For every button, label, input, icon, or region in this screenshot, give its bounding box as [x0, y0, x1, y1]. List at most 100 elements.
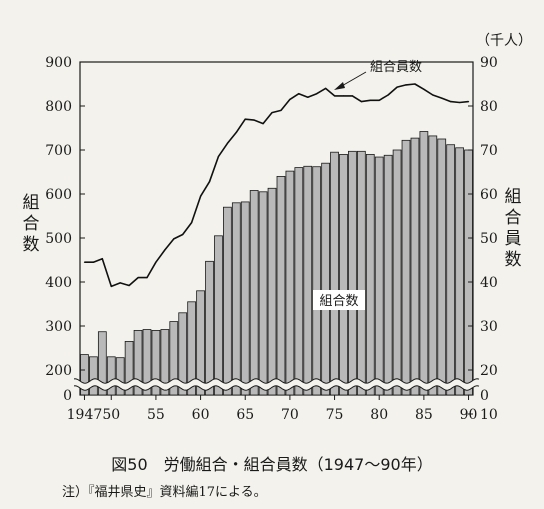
- bar-1971: [294, 167, 304, 396]
- x-tick-label-1970: 70: [281, 407, 299, 423]
- bar-1949: [97, 331, 107, 396]
- line-point-1952: [128, 284, 130, 287]
- line-point-1986: [432, 94, 434, 96]
- x-tick-label-1955: 55: [147, 407, 165, 423]
- bar-annotation-label: 組合数: [319, 294, 358, 309]
- x-tick-label-1985: 85: [415, 407, 433, 423]
- right-axis: 0 10 20 30 40 50 60 70 80 90: [468, 55, 498, 423]
- bar-1957: [169, 321, 179, 396]
- left-tick-label-800: 800: [45, 99, 72, 115]
- line-point-1965: [244, 118, 246, 120]
- line-annotation-arrowhead: [334, 82, 345, 90]
- x-tick-label-1960: 60: [192, 407, 210, 423]
- x-tick-label-1990: 90: [460, 407, 478, 423]
- bar-1965: [240, 201, 250, 396]
- bar-1962: [214, 235, 223, 396]
- bar-1980: [374, 156, 384, 396]
- bar-1953: [133, 329, 143, 396]
- bar-1977: [348, 150, 357, 396]
- line-point-1977: [351, 95, 353, 97]
- line-point-1955: [155, 261, 157, 263]
- right-tick-label-40: 40: [480, 275, 498, 291]
- right-tick-label-90: 90: [480, 55, 498, 71]
- line-point-1974: [325, 87, 327, 89]
- left-tick-label-500: 500: [45, 231, 72, 247]
- left-tick-label-0: 0: [63, 388, 72, 404]
- line-point-1987: [441, 97, 443, 99]
- line-point-1961: [208, 181, 211, 183]
- plot-frame: [79, 61, 474, 396]
- line-point-1985: [423, 88, 425, 90]
- bar-1985: [419, 131, 429, 396]
- line-point-1976: [342, 95, 345, 97]
- right-tick-label-30: 30: [480, 319, 498, 335]
- line-point-1956: [164, 249, 166, 251]
- line-point-1960: [200, 195, 202, 197]
- bar-1970: [285, 170, 295, 396]
- left-tick-label-300: 300: [45, 319, 72, 335]
- bar-1959: [187, 301, 197, 396]
- line-point-1971: [298, 93, 300, 95]
- line-point-1982: [396, 86, 398, 88]
- line-point-1957: [173, 238, 175, 240]
- left-tick-label-700: 700: [45, 143, 72, 159]
- bar-1956: [160, 329, 170, 396]
- right-tick-label-80: 80: [480, 99, 498, 115]
- line-point-1959: [191, 222, 193, 224]
- figure-caption: 図50 労働組合・組合員数（1947～90年）: [111, 455, 433, 474]
- bar-1972: [303, 165, 313, 396]
- line-point-1963: [226, 142, 228, 144]
- line-point-1966: [253, 119, 255, 121]
- line-point-1968: [271, 112, 273, 114]
- bar-series-union-count: [80, 131, 473, 396]
- line-point-1980: [378, 99, 380, 101]
- line-point-1979: [369, 99, 371, 101]
- line-point-1947: [83, 261, 86, 263]
- bar-1954: [142, 329, 152, 396]
- bar-1961: [205, 260, 214, 396]
- bar-1978: [356, 150, 366, 396]
- bar-1968: [267, 187, 277, 396]
- bar-1976: [339, 153, 348, 396]
- bar-1989: [455, 147, 464, 396]
- line-point-1951: [119, 282, 121, 284]
- line-point-1975: [334, 95, 336, 97]
- bar-1967: [258, 191, 268, 396]
- line-path-member-count: [84, 83, 469, 288]
- bar-1964: [231, 202, 241, 396]
- bar-1963: [223, 206, 232, 396]
- line-point-1954: [146, 277, 148, 279]
- bar-1984: [410, 137, 420, 396]
- x-tick-label-1975: 75: [326, 407, 344, 423]
- right-axis-title: 組 合 員 数: [504, 187, 522, 270]
- right-tick-label-60: 60: [480, 187, 498, 203]
- line-point-1949: [101, 258, 103, 260]
- line-point-1962: [217, 156, 219, 158]
- line-annotation-label: 組合員数: [370, 60, 422, 75]
- bar-1986: [428, 135, 438, 396]
- x-axis: 1947 50 55 60 65 70 75 80 85 90: [67, 395, 478, 423]
- line-point-1948: [92, 261, 94, 263]
- line-point-1973: [316, 93, 318, 95]
- bar-1981: [383, 154, 393, 396]
- right-tick-label-10: 10: [480, 407, 498, 423]
- bar-1975: [330, 151, 339, 396]
- bar-1988: [446, 144, 456, 396]
- bar-1974: [321, 162, 330, 396]
- line-point-1990: [467, 101, 470, 103]
- line-point-1970: [289, 98, 291, 100]
- line-point-1958: [182, 233, 184, 236]
- x-tick-label-1965: 65: [236, 407, 254, 423]
- bar-1969: [276, 175, 286, 396]
- bar-1979: [365, 153, 375, 396]
- figure-note: 注）『福井県史』資料編17による。: [62, 485, 267, 500]
- line-point-1984: [414, 83, 416, 85]
- x-tick-label-1947: 1947: [67, 407, 103, 423]
- line-point-1964: [235, 131, 237, 133]
- bar-1958: [178, 312, 188, 396]
- right-tick-label-50: 50: [480, 231, 498, 247]
- right-tick-label-20: 20: [480, 363, 498, 379]
- line-point-1983: [405, 84, 407, 86]
- line-point-1953: [137, 277, 139, 279]
